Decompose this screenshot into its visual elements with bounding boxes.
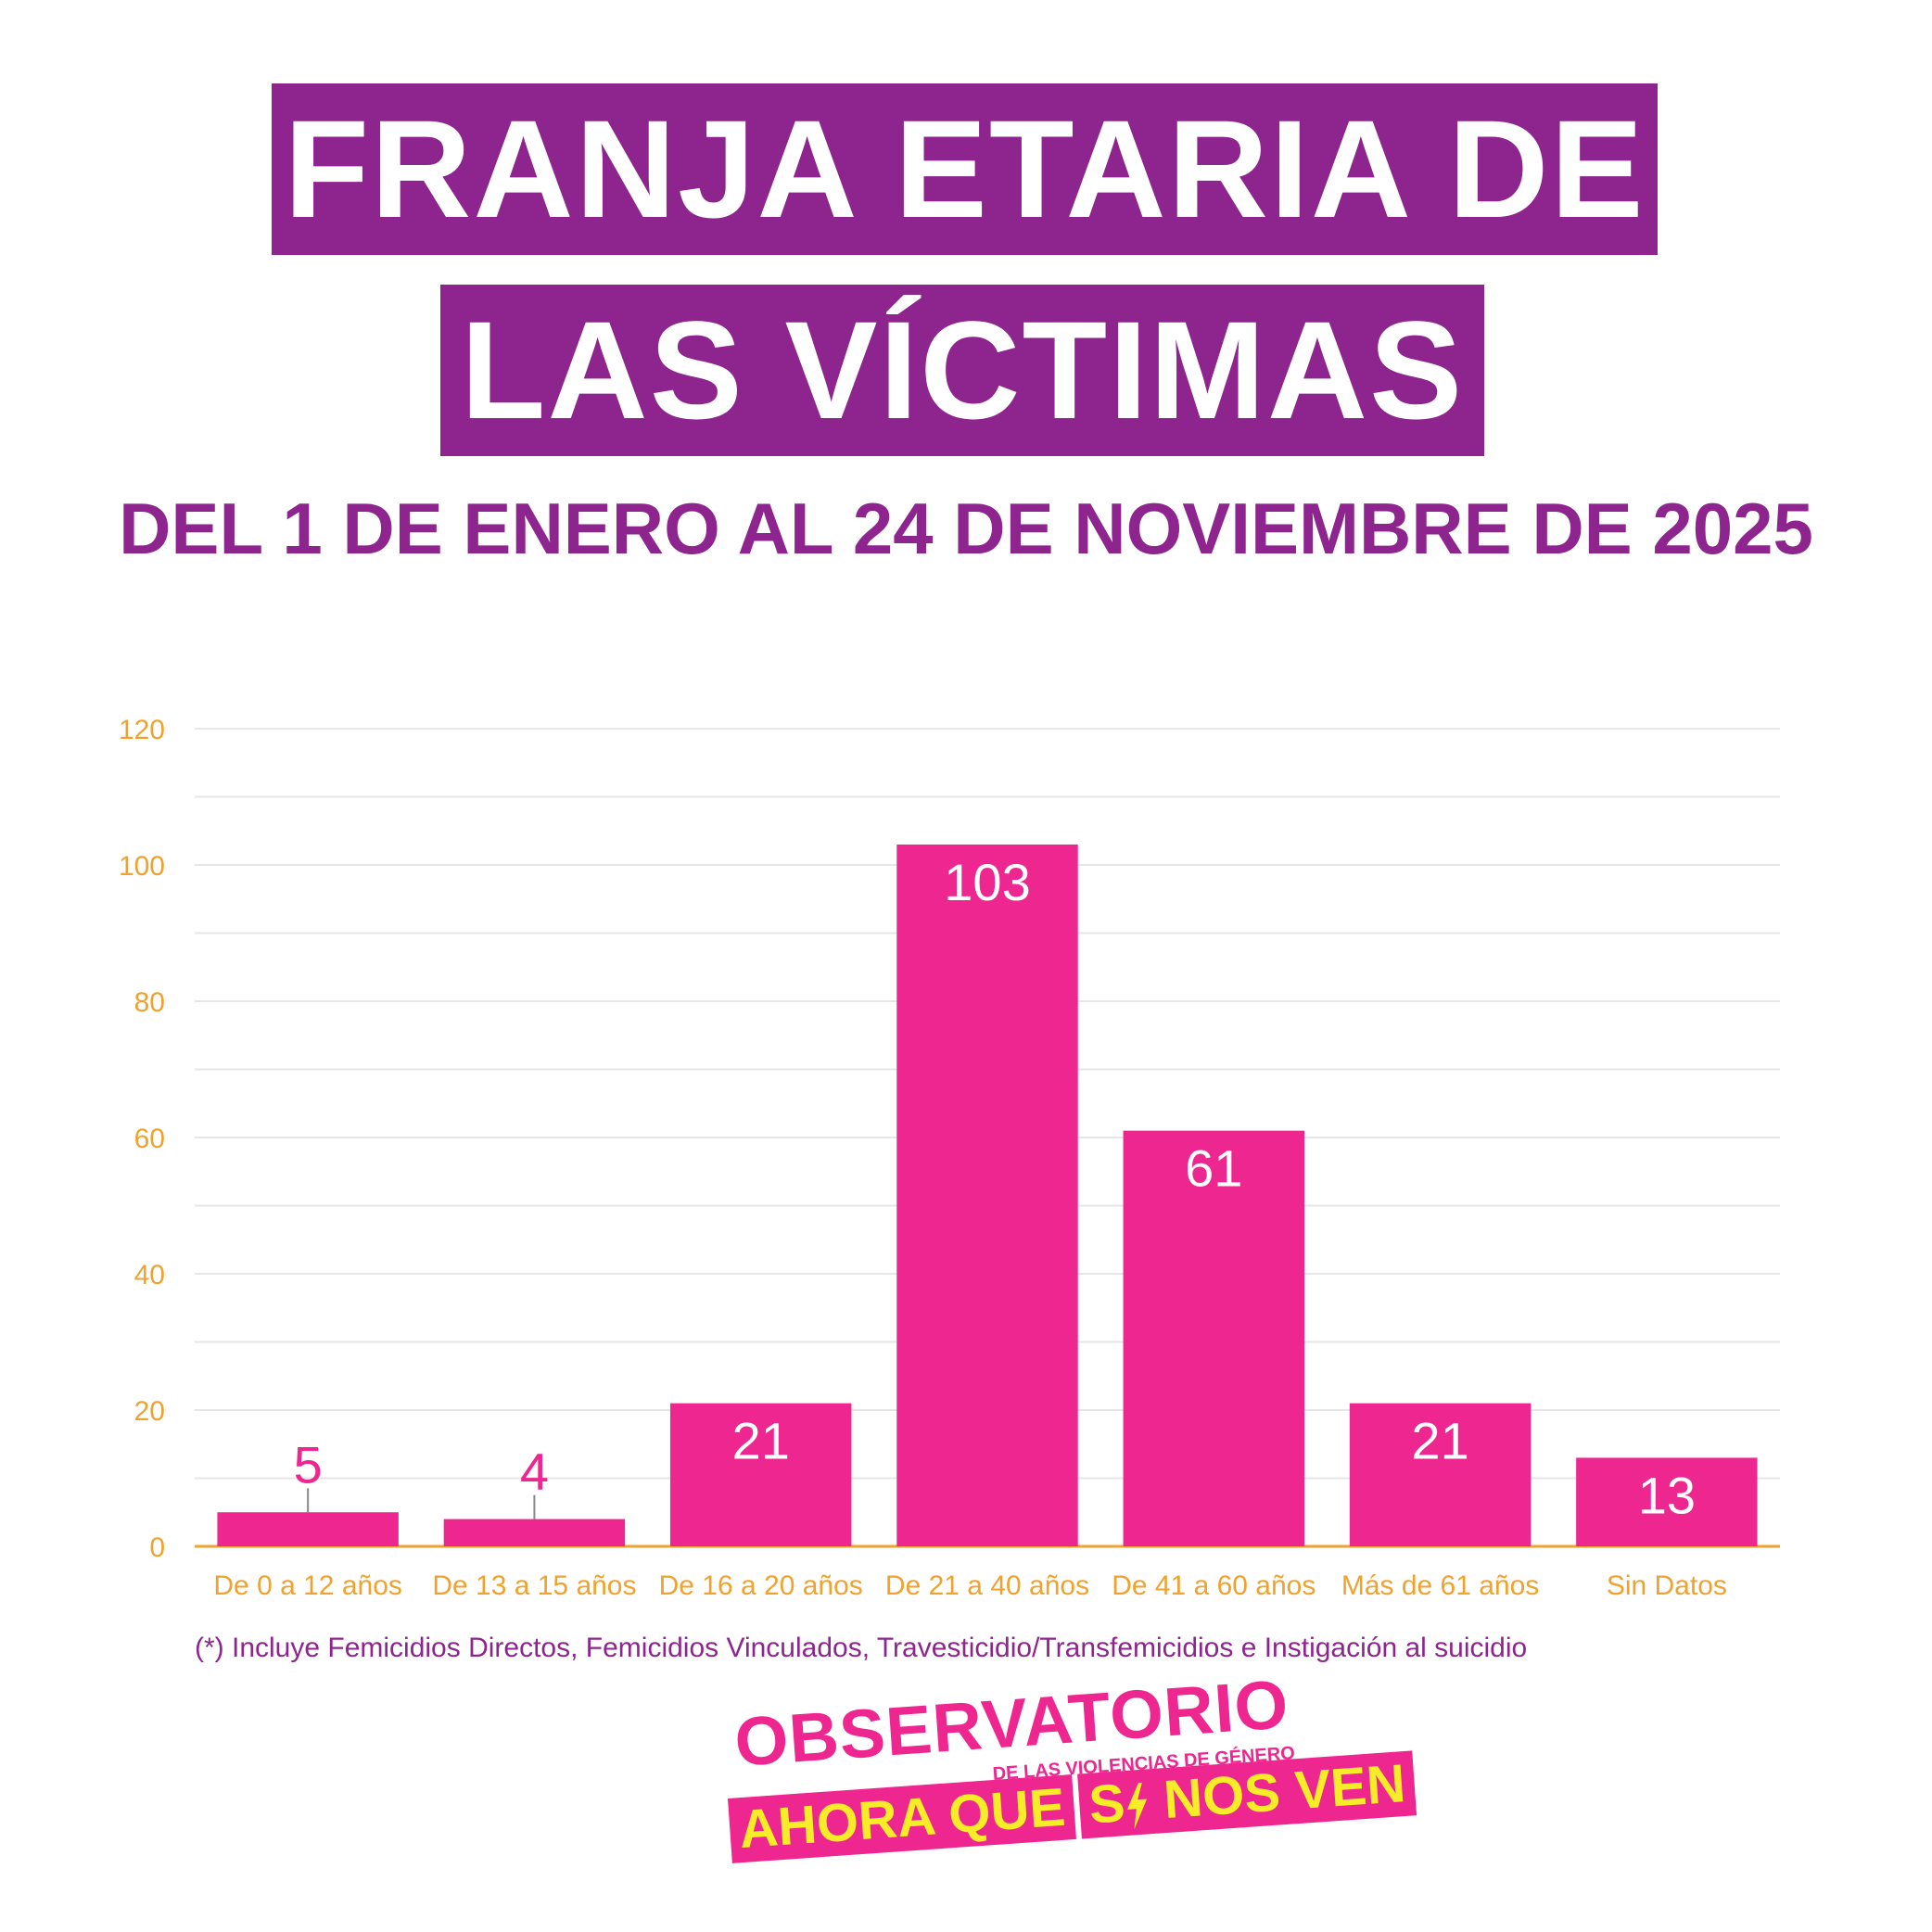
logo-slogan-part2: S NOS VEN (1077, 1750, 1417, 1839)
y-tick-label: 100 (119, 851, 165, 882)
y-tick-label: 0 (149, 1532, 165, 1563)
data-label: 61 (1185, 1139, 1242, 1198)
bar (896, 844, 1078, 1546)
bar (1123, 1130, 1304, 1546)
observatorio-logo: OBSERVATORIO DE LAS VIOLENCIAS DE GÉNERO… (723, 1665, 1417, 1900)
y-tick-label: 120 (119, 715, 165, 745)
x-tick-label: De 21 a 40 años (885, 1570, 1089, 1601)
bars (217, 844, 1758, 1546)
title-line-1: FRANJA ETARIA DE (272, 83, 1658, 255)
x-tick-label: Más de 61 años (1341, 1570, 1539, 1601)
y-axis: 0 20 40 60 80 100 120 (119, 715, 165, 1563)
bar (217, 1512, 399, 1546)
x-tick-label: De 16 a 20 años (659, 1570, 863, 1601)
y-tick-label: 60 (134, 1124, 165, 1154)
logo-slogan-part1: AHORA QUE (728, 1774, 1077, 1863)
logo-slogan: AHORA QUE S NOS VEN (728, 1750, 1417, 1863)
data-label: 103 (944, 853, 1030, 911)
footnote: (*) Incluye Femicidios Directos, Femicid… (195, 1633, 1528, 1663)
logo-slogan-part3: NOS VEN (1162, 1753, 1408, 1831)
logo-slogan-letter: S (1087, 1773, 1127, 1836)
y-tick-label: 80 (134, 987, 165, 1018)
x-tick-label: De 13 a 15 años (432, 1570, 636, 1601)
bar (443, 1519, 626, 1546)
data-label: 4 (520, 1443, 549, 1501)
data-label: 21 (732, 1412, 790, 1470)
data-label: 13 (1638, 1466, 1696, 1524)
title-line-2: LAS VÍCTIMAS (440, 285, 1484, 456)
data-label: 5 (294, 1435, 323, 1493)
data-labels: 5 4 21 103 61 21 13 (294, 853, 1696, 1524)
x-tick-label: De 0 a 12 años (213, 1570, 401, 1601)
y-tick-label: 40 (134, 1260, 165, 1290)
bar (1576, 1457, 1758, 1546)
x-tick-label: Sin Datos (1607, 1570, 1727, 1601)
y-tick-label: 20 (134, 1396, 165, 1427)
lightning-bolt-icon (1126, 1782, 1148, 1830)
subtitle: DEL 1 DE ENERO AL 24 DE NOVIEMBRE DE 202… (119, 488, 1813, 569)
x-axis: De 0 a 12 años De 13 a 15 años De 16 a 20 … (213, 1570, 1726, 1601)
bar (670, 1403, 852, 1546)
x-tick-label: De 41 a 60 años (1112, 1570, 1316, 1601)
bar (1349, 1403, 1532, 1546)
data-label: 21 (1411, 1412, 1468, 1470)
